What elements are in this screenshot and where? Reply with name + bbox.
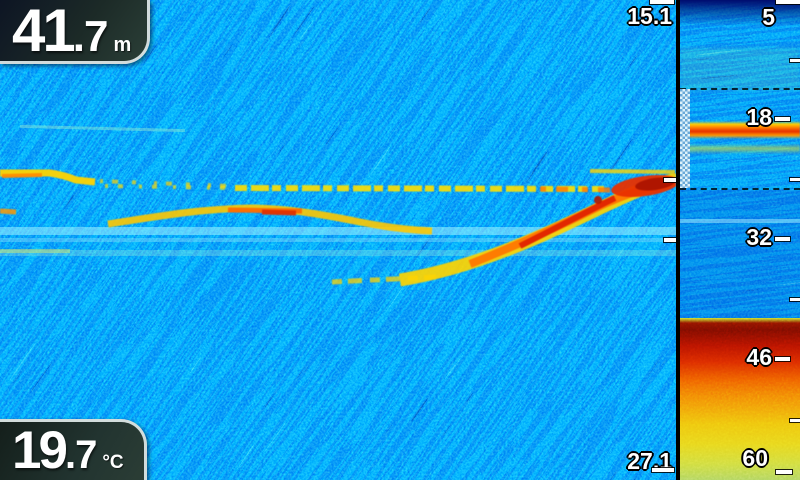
temp-value-integer: 19: [12, 421, 68, 480]
zoom-range-top-line: [680, 88, 800, 90]
panel-label-46: 46: [746, 344, 772, 370]
main-scale-mid-tick-1: [664, 178, 676, 182]
panel-tick-32: [775, 237, 790, 241]
temp-unit: °C: [102, 452, 124, 473]
temp-value-decimal: .7: [64, 433, 97, 477]
water-temp-readout: 19 .7 °C: [0, 419, 147, 480]
upper-green-scatter: [680, 48, 800, 90]
surface-dark-band: [680, 0, 800, 26]
cyan-layer-stripe-3: [0, 250, 676, 256]
panel-minor-tick-3: [790, 298, 800, 301]
panel-tick-5: [776, 0, 800, 4]
panel-tick-46: [775, 357, 790, 361]
panel-label-32: 32: [746, 224, 772, 250]
panel-cyan-line: [680, 219, 800, 223]
cyan-layer-stripe-2: [0, 238, 676, 242]
main-scale-top-tick: [650, 0, 674, 4]
panel-minor-tick-2: [790, 178, 800, 181]
panel-tick-18: [775, 117, 790, 121]
panel-label-18: 18: [746, 104, 772, 130]
deep-water-shading: [680, 190, 800, 318]
depth-value-integer: 41: [12, 0, 76, 64]
depth-value-decimal: .7: [72, 12, 109, 61]
echogram-main-view: 15.1 27.1: [0, 0, 676, 480]
panel-green-band: [680, 144, 800, 154]
left-green-echo-dash: [0, 249, 70, 253]
depth-unit: m: [113, 34, 132, 56]
panel-label-5: 5: [762, 4, 775, 30]
panel-minor-tick-1: [790, 59, 800, 62]
panel-tick-60: [776, 470, 792, 474]
echo-traces: [0, 169, 676, 287]
main-scale-mid-tick-2: [664, 238, 676, 242]
full-range-sonar-panel: 5 18 32 46 60: [680, 0, 800, 480]
main-scale-top-label: 15.1: [627, 3, 672, 29]
bottom-echo: [680, 318, 800, 480]
cyan-layer-stripe: [0, 227, 676, 235]
main-scale-bottom-tick: [652, 468, 674, 472]
zoom-range-bottom-line: [680, 188, 800, 190]
panel-minor-tick-4: [790, 419, 800, 422]
main-scale-bottom-label: 27.1: [627, 448, 672, 474]
echogram-noise-texture: [0, 0, 676, 480]
panel-fish-band: [680, 121, 800, 139]
depth-readout: 41 .7 m: [0, 0, 150, 64]
zoom-range-indicator: [680, 89, 690, 188]
panel-label-60: 60: [742, 445, 768, 471]
panel-divider: [676, 0, 680, 480]
